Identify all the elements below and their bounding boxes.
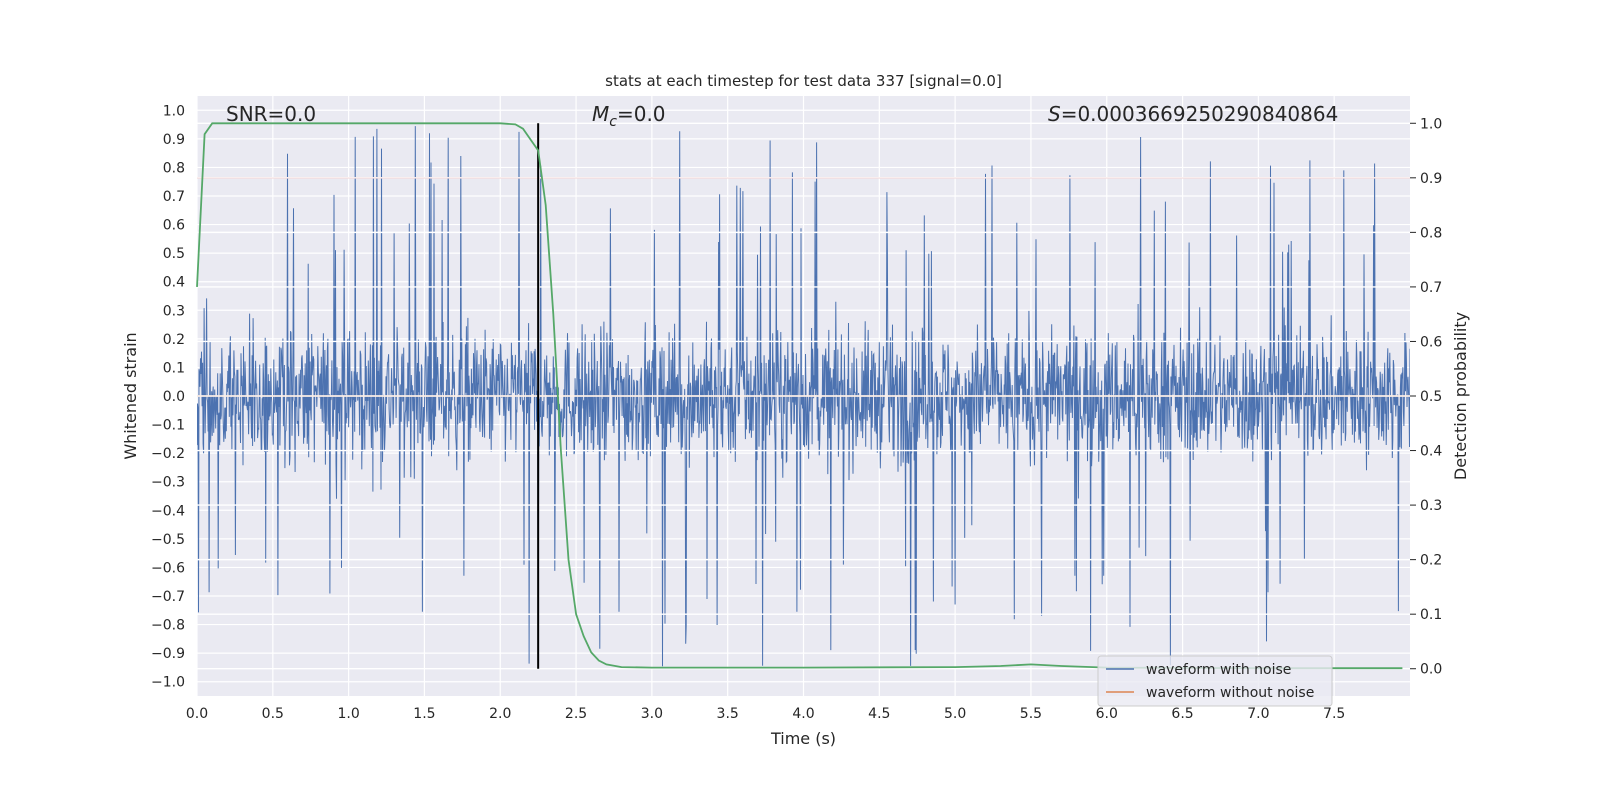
mc-value: =0.0 <box>617 102 666 126</box>
y-tick-label: 1.0 <box>163 103 185 119</box>
y-tick-label: 0.6 <box>163 218 185 234</box>
y-tick-label: 0.5 <box>163 246 185 262</box>
y-tick-label: −1.0 <box>151 675 185 691</box>
right-y-tick-label: 0.5 <box>1420 389 1442 405</box>
s-symbol: S <box>1048 102 1061 126</box>
right-y-tick-label: 0.4 <box>1420 444 1442 460</box>
y-tick-label: −0.8 <box>151 618 185 634</box>
right-y-tick-label: 0.2 <box>1420 553 1442 569</box>
y-tick-label: 0.2 <box>163 332 185 348</box>
x-tick-label: 1.0 <box>337 706 359 722</box>
right-y-tick-label: 0.8 <box>1420 225 1442 241</box>
y-tick-label: 0.4 <box>163 275 185 291</box>
y-tick-label: 0.0 <box>163 389 185 405</box>
right-y-axis-label: Detection probability <box>1451 312 1470 480</box>
y-tick-label: −0.2 <box>151 446 185 462</box>
series-detection-probability <box>196 122 1403 670</box>
annotation-s-value: S=0.0003669250290840864 <box>1048 102 1338 126</box>
y-axis-ticks: 1.0 0.9 0.8 0.7 0.6 0.5 0.4 0.3 0.2 0.1 0.0 −0.1 −0.… <box>151 103 185 690</box>
mc-symbol: M <box>592 102 609 126</box>
legend: waveform with noise waveform without noi… <box>1097 655 1333 707</box>
x-tick-label: 2.0 <box>489 706 511 722</box>
s-value: =0.0003669250290840864 <box>1061 102 1339 126</box>
mc-subscript: c <box>609 114 617 130</box>
y-tick-label: 0.3 <box>163 303 185 319</box>
y-tick-label: 0.7 <box>163 189 185 205</box>
x-tick-label: 7.5 <box>1323 706 1345 722</box>
right-y-tick-label: 0.6 <box>1420 334 1442 350</box>
series-waveform-with-noise <box>197 126 1410 667</box>
right-y-tick-label: 0.1 <box>1420 607 1442 623</box>
chart-title: stats at each timestep for test data 337… <box>605 72 1002 90</box>
y-axis-label: Whitened strain <box>121 332 140 459</box>
x-tick-label: 1.5 <box>413 706 435 722</box>
x-axis-label: Time (s) <box>770 729 836 748</box>
y-tick-label: 0.8 <box>163 160 185 176</box>
legend-label-noise: waveform with noise <box>1146 662 1291 678</box>
x-tick-label: 6.5 <box>1171 706 1193 722</box>
x-tick-label: 4.5 <box>868 706 890 722</box>
y-tick-label: −0.7 <box>151 589 185 605</box>
annotation-snr: SNR=0.0 <box>226 102 316 126</box>
x-tick-label: 2.5 <box>565 706 587 722</box>
y-tick-label: −0.1 <box>151 418 185 434</box>
x-tick-label: 3.5 <box>717 706 739 722</box>
y-tick-label: −0.3 <box>151 475 185 491</box>
y-tick-label: 0.9 <box>163 132 185 148</box>
annotation-chirp-mass: Mc=0.0 <box>592 102 666 130</box>
legend-box <box>1097 655 1333 707</box>
right-y-tick-label: 0.3 <box>1420 498 1442 514</box>
x-tick-label: 5.5 <box>1020 706 1042 722</box>
right-y-tick-label: 0.9 <box>1420 171 1442 187</box>
right-y-tick-label: 0.0 <box>1420 662 1442 678</box>
y-tick-label: −0.4 <box>151 503 185 519</box>
right-y-axis-ticks: 1.0 0.9 0.8 0.7 0.6 0.5 0.4 0.3 0.2 0.1 0.0 <box>1410 116 1442 678</box>
x-tick-label: 7.0 <box>1247 706 1269 722</box>
x-tick-label: 5.0 <box>944 706 966 722</box>
x-tick-label: 0.5 <box>262 706 284 722</box>
y-tick-label: −0.5 <box>151 532 185 548</box>
legend-label-no-noise: waveform without noise <box>1146 685 1314 701</box>
y-tick-label: −0.6 <box>151 560 185 576</box>
x-axis-ticks: 0.0 0.5 1.0 1.5 2.0 2.5 3.0 3.5 4.0 4.5 5.0 5.5 6.0 6… <box>186 706 1345 722</box>
right-y-gridlines <box>197 122 1410 670</box>
x-tick-label: 4.0 <box>792 706 814 722</box>
right-y-tick-label: 1.0 <box>1420 116 1442 132</box>
x-tick-label: 6.0 <box>1096 706 1118 722</box>
x-tick-label: 3.0 <box>641 706 663 722</box>
right-y-tick-label: 0.7 <box>1420 280 1442 296</box>
y-tick-label: −0.9 <box>151 646 185 662</box>
y-tick-label: 0.1 <box>163 360 185 376</box>
x-tick-label: 0.0 <box>186 706 208 722</box>
